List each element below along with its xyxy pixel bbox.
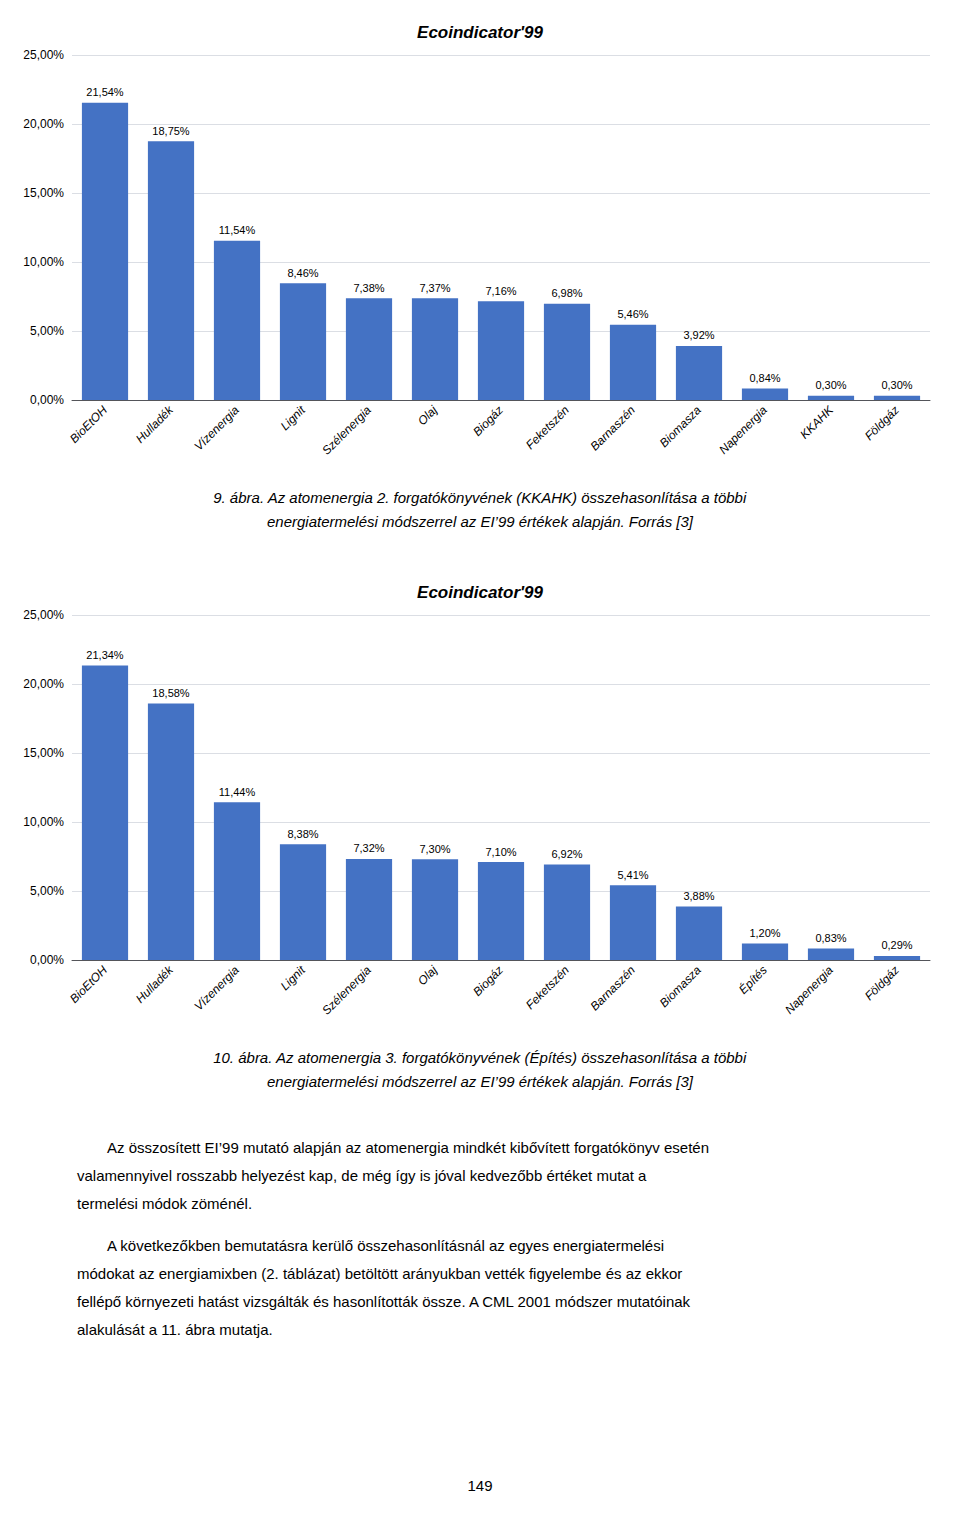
svg-text:0,00%: 0,00% — [30, 393, 64, 407]
svg-text:Lignit: Lignit — [278, 963, 309, 994]
svg-text:21,54%: 21,54% — [86, 86, 124, 98]
svg-text:0,30%: 0,30% — [815, 379, 846, 391]
svg-text:0,83%: 0,83% — [815, 932, 846, 944]
svg-text:Vízenergia: Vízenergia — [192, 403, 243, 454]
svg-text:Ecoindicator'99: Ecoindicator'99 — [417, 23, 543, 42]
svg-text:7,32%: 7,32% — [353, 842, 384, 854]
svg-text:Napenergia: Napenergia — [716, 403, 770, 457]
svg-text:7,38%: 7,38% — [353, 282, 384, 294]
svg-text:energiatermelési módszerrel az: energiatermelési módszerrel az EI’99 ért… — [267, 1073, 694, 1090]
svg-text:18,75%: 18,75% — [152, 125, 190, 137]
svg-text:Szélenergia: Szélenergia — [319, 963, 374, 1018]
svg-text:6,92%: 6,92% — [551, 848, 582, 860]
svg-text:0,29%: 0,29% — [881, 939, 912, 951]
svg-text:Ecoindicator'99: Ecoindicator'99 — [417, 583, 543, 602]
svg-text:15,00%: 15,00% — [23, 746, 64, 760]
svg-text:18,58%: 18,58% — [152, 687, 190, 699]
svg-text:1,20%: 1,20% — [749, 927, 780, 939]
svg-text:Biogáz: Biogáz — [470, 403, 506, 439]
svg-text:termelési módok zöménél.: termelési módok zöménél. — [77, 1195, 252, 1212]
svg-text:Feketszén: Feketszén — [523, 403, 572, 452]
svg-text:11,44%: 11,44% — [219, 786, 256, 798]
svg-text:25,00%: 25,00% — [23, 48, 64, 62]
svg-text:25,00%: 25,00% — [23, 608, 64, 622]
svg-text:0,30%: 0,30% — [881, 379, 912, 391]
svg-text:módokat az energiamixben (2. t: módokat az energiamixben (2. táblázat) b… — [77, 1265, 682, 1282]
svg-text:A következőkben bemutatásra ke: A következőkben bemutatásra kerülő össze… — [107, 1237, 664, 1254]
svg-text:Építés: Építés — [735, 962, 770, 997]
svg-text:Olaj: Olaj — [415, 403, 440, 428]
svg-text:21,34%: 21,34% — [86, 649, 124, 661]
svg-text:8,46%: 8,46% — [287, 267, 318, 279]
svg-text:Feketszén: Feketszén — [523, 963, 572, 1012]
svg-text:BioEtOH: BioEtOH — [67, 963, 110, 1006]
svg-text:KKAHK: KKAHK — [797, 402, 836, 441]
svg-text:Földgáz: Földgáz — [862, 403, 902, 443]
svg-text:6,98%: 6,98% — [551, 287, 582, 299]
svg-text:149: 149 — [467, 1477, 492, 1494]
svg-text:7,37%: 7,37% — [419, 282, 450, 294]
svg-text:Hulladék: Hulladék — [133, 962, 177, 1006]
svg-text:Barnaszén: Barnaszén — [588, 963, 639, 1014]
svg-text:10,00%: 10,00% — [23, 255, 64, 269]
svg-text:Napenergia: Napenergia — [782, 963, 836, 1017]
svg-text:Vízenergia: Vízenergia — [192, 963, 243, 1014]
svg-text:3,92%: 3,92% — [683, 329, 714, 341]
svg-text:9. ábra. Az atomenergia 2. for: 9. ábra. Az atomenergia 2. forgatókönyvé… — [213, 489, 747, 506]
svg-text:7,16%: 7,16% — [485, 285, 516, 297]
svg-text:11,54%: 11,54% — [219, 224, 256, 236]
svg-text:10. ábra. Az atomenergia 3. fo: 10. ábra. Az atomenergia 3. forgatókönyv… — [213, 1049, 747, 1066]
svg-text:Biogáz: Biogáz — [470, 963, 506, 999]
svg-text:8,38%: 8,38% — [287, 828, 318, 840]
svg-text:valamennyivel rosszabb helyezé: valamennyivel rosszabb helyezést kap, de… — [77, 1167, 647, 1184]
svg-text:5,00%: 5,00% — [30, 884, 64, 898]
svg-text:Olaj: Olaj — [415, 963, 440, 988]
svg-text:energiatermelési módszerrel az: energiatermelési módszerrel az EI’99 ért… — [267, 513, 694, 530]
svg-text:20,00%: 20,00% — [23, 117, 64, 131]
svg-text:Barnaszén: Barnaszén — [588, 403, 639, 454]
svg-text:15,00%: 15,00% — [23, 186, 64, 200]
svg-text:Hulladék: Hulladék — [133, 402, 177, 446]
svg-text:5,00%: 5,00% — [30, 324, 64, 338]
svg-text:20,00%: 20,00% — [23, 677, 64, 691]
svg-text:Szélenergia: Szélenergia — [319, 403, 374, 458]
svg-text:10,00%: 10,00% — [23, 815, 64, 829]
svg-text:3,88%: 3,88% — [683, 890, 714, 902]
svg-text:Földgáz: Földgáz — [862, 963, 902, 1003]
svg-text:fellépő környezeti hatást vizs: fellépő környezeti hatást vizsgálták és … — [77, 1293, 691, 1310]
svg-text:7,10%: 7,10% — [485, 846, 516, 858]
svg-text:alakulását a 11. ábra mutatja.: alakulását a 11. ábra mutatja. — [77, 1321, 273, 1338]
svg-text:Biomasza: Biomasza — [657, 963, 704, 1010]
svg-text:7,30%: 7,30% — [419, 843, 450, 855]
svg-text:Lignit: Lignit — [278, 403, 309, 434]
svg-text:5,46%: 5,46% — [617, 308, 648, 320]
svg-text:BioEtOH: BioEtOH — [67, 403, 110, 446]
svg-text:Biomasza: Biomasza — [657, 403, 704, 450]
svg-text:5,41%: 5,41% — [617, 869, 648, 881]
svg-text:0,84%: 0,84% — [749, 372, 780, 384]
svg-text:0,00%: 0,00% — [30, 953, 64, 967]
svg-text:Az összosített EI’99 mutató al: Az összosített EI’99 mutató alapján az a… — [107, 1139, 709, 1156]
